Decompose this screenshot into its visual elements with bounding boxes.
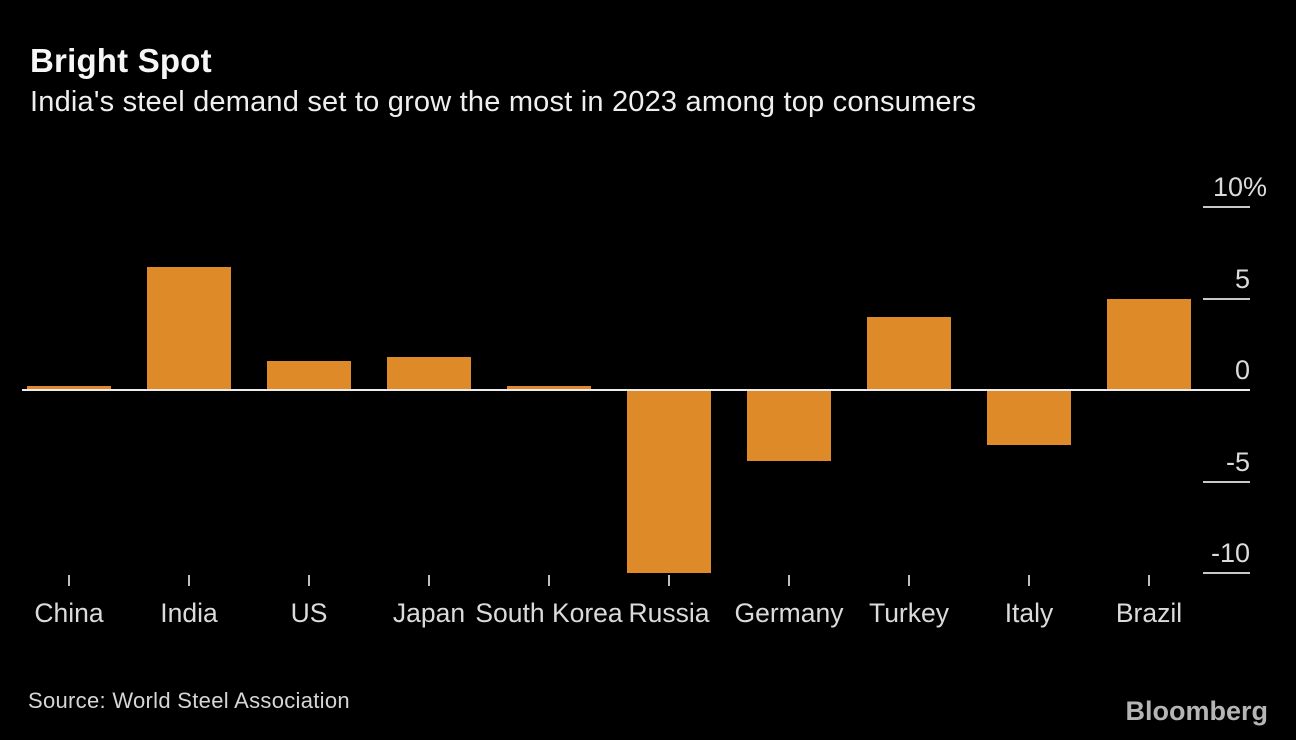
chart-subtitle: India's steel demand set to grow the mos… — [30, 86, 977, 118]
bar-russia — [627, 390, 711, 573]
ytick-line--5 — [1203, 480, 1250, 483]
ytick-line--10 — [1203, 572, 1250, 574]
category-label-russia: Russia — [628, 598, 710, 628]
xtick-india — [188, 575, 190, 586]
bar-us — [267, 360, 351, 390]
bar-china — [27, 386, 111, 389]
ytick-label-0: 0 — [1234, 355, 1250, 385]
ytick-line-10 — [1203, 206, 1250, 208]
ytick-line-5 — [1203, 297, 1250, 300]
bar-india — [147, 267, 231, 390]
bar-japan — [387, 357, 471, 390]
category-label-italy: Italy — [1004, 598, 1054, 628]
ytick-label-5: 5 — [1234, 263, 1250, 294]
bar-brazil — [1107, 298, 1191, 390]
category-label-brazil: Brazil — [1115, 598, 1183, 628]
xtick-japan — [428, 575, 430, 586]
ytick-label-10: 10% — [1212, 172, 1267, 202]
category-label-germany: Germany — [734, 598, 844, 628]
category-label-india: India — [160, 598, 218, 628]
xtick-russia — [668, 575, 670, 586]
category-label-us: US — [290, 598, 328, 628]
bar-italy — [987, 390, 1071, 445]
ytick-label--5: -5 — [1225, 446, 1250, 477]
xtick-germany — [788, 575, 790, 586]
xtick-south-korea — [548, 575, 550, 586]
xtick-italy — [1028, 575, 1030, 586]
bloomberg-logo: Bloomberg — [1125, 696, 1268, 726]
category-label-china: China — [34, 598, 104, 628]
zero-axis-line — [22, 389, 1250, 391]
xtick-us — [308, 575, 310, 586]
xtick-turkey — [908, 575, 910, 586]
xtick-brazil — [1148, 575, 1150, 586]
bar-south-korea — [507, 386, 591, 389]
category-label-south-korea: South Korea — [475, 598, 623, 628]
xtick-china — [68, 575, 70, 586]
chart-title: Bright Spot — [30, 42, 212, 79]
ytick-label--10: -10 — [1210, 538, 1250, 568]
source-note: Source: World Steel Association — [28, 688, 350, 713]
bar-germany — [747, 390, 831, 462]
bar-turkey — [867, 316, 951, 390]
category-label-turkey: Turkey — [868, 598, 949, 628]
category-label-japan: Japan — [392, 598, 466, 628]
